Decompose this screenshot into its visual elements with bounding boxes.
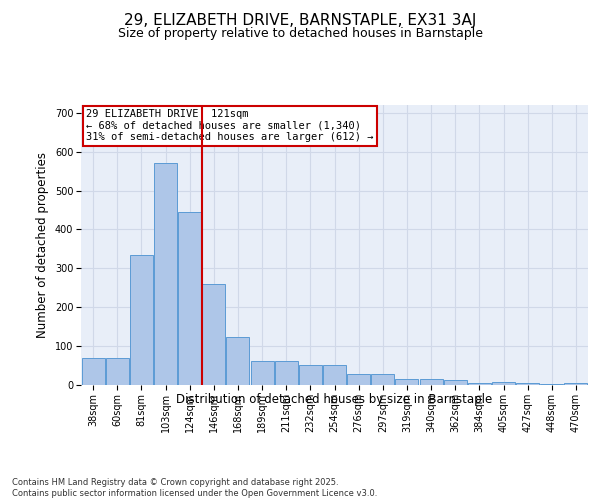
Bar [347,374,370,385]
Bar [251,360,274,385]
Bar [419,379,443,385]
Text: Size of property relative to detached houses in Barnstaple: Size of property relative to detached ho… [118,28,482,40]
Bar [82,358,104,385]
Bar [130,254,153,385]
Text: 29, ELIZABETH DRIVE, BARNSTAPLE, EX31 3AJ: 29, ELIZABETH DRIVE, BARNSTAPLE, EX31 3A… [124,12,476,28]
Bar [275,360,298,385]
Bar [106,358,128,385]
Text: Distribution of detached houses by size in Barnstaple: Distribution of detached houses by size … [176,392,493,406]
Bar [492,382,515,385]
Bar [299,365,322,385]
Bar [154,164,177,385]
Text: Contains HM Land Registry data © Crown copyright and database right 2025.
Contai: Contains HM Land Registry data © Crown c… [12,478,377,498]
Bar [202,284,225,385]
Bar [371,374,394,385]
Text: 29 ELIZABETH DRIVE: 121sqm
← 68% of detached houses are smaller (1,340)
31% of s: 29 ELIZABETH DRIVE: 121sqm ← 68% of deta… [86,109,374,142]
Bar [395,379,418,385]
Bar [178,212,201,385]
Bar [516,383,539,385]
Bar [323,365,346,385]
Bar [468,382,491,385]
Bar [565,383,587,385]
Bar [541,384,563,385]
Bar [444,380,467,385]
Bar [226,337,250,385]
Y-axis label: Number of detached properties: Number of detached properties [37,152,49,338]
